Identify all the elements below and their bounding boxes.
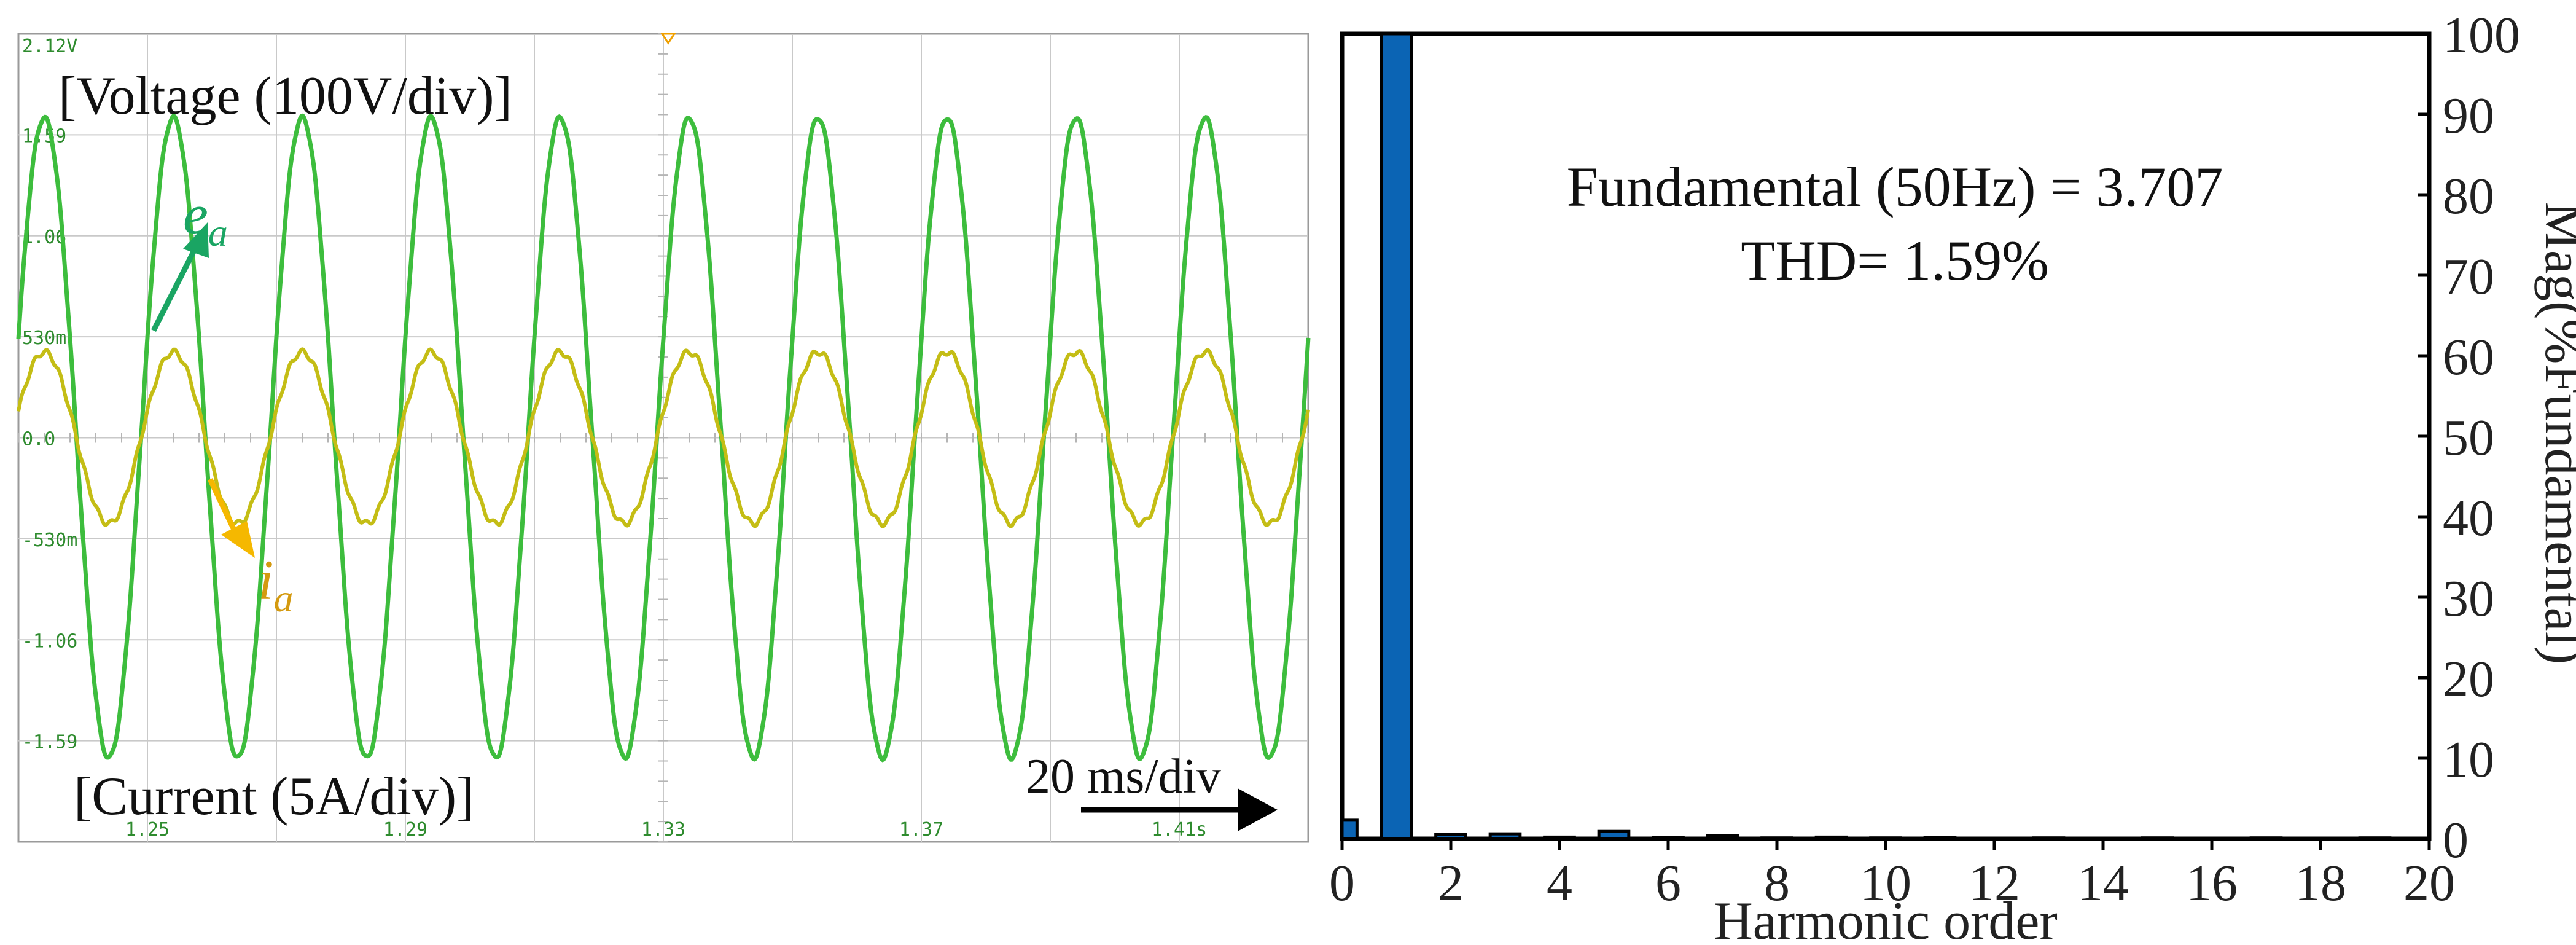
scope-tick-labels: 2.12V 1.59 1.06 530m 0.0 -530m -1.06 -1.59 1.25 1…	[22, 36, 1207, 841]
spectrum-x-tick-label: 10	[1860, 855, 1911, 912]
scope-y-tick-label: 2.12V	[22, 36, 77, 57]
scope-y-tick-label: 530m	[22, 327, 66, 349]
current-scale-label: [Current (5A/div)]	[74, 767, 474, 826]
harmonic-bar-5	[1597, 829, 1631, 841]
spectrum-frame	[1340, 31, 2432, 841]
spectrum-y-tick-label: 0	[2443, 812, 2469, 869]
y-axis-title: Mag(%Fundamental)	[2534, 202, 2576, 665]
trigger-marker-icon	[660, 33, 676, 45]
thd-annotation: THD= 1.59%	[1741, 229, 2049, 292]
harmonic-bar-9	[1814, 835, 1848, 841]
ia-label-subscript: a	[274, 576, 294, 620]
timebase-label: 20 ms/div	[1026, 750, 1221, 804]
harmonic-bar-4	[1543, 835, 1576, 841]
ia-label: ia	[258, 549, 294, 620]
scope-x-tick-label: 1.25	[125, 819, 170, 841]
spectrum-x-ticks: 0 2 4 6 8 10 12 14 16 18 20	[1329, 839, 2455, 912]
harmonic-bar-10	[1869, 836, 1902, 841]
scope-y-tick-label: -530m	[22, 530, 77, 551]
spectrum-x-tick-label: 0	[1329, 855, 1355, 912]
spectrum-x-tick-label: 2	[1438, 855, 1464, 912]
scope-x-tick-label: 1.37	[899, 819, 943, 841]
spectrum-x-tick-label: 16	[2186, 855, 2238, 912]
harmonic-bar-2	[1434, 833, 1467, 841]
spectrum-y-tick-label: 50	[2443, 409, 2494, 466]
fundamental-annotation: Fundamental (50Hz) = 3.707	[1567, 155, 2223, 218]
timebase-arrow-head-icon	[1238, 788, 1278, 831]
scope-y-tick-label: 1.59	[22, 125, 66, 147]
ea-label-subscript: a	[208, 211, 228, 254]
spectrum-y-tick-label: 20	[2443, 651, 2494, 708]
spectrum-y-tick-label: 90	[2443, 87, 2494, 144]
oscilloscope-panel: 2.12V 1.59 1.06 530m 0.0 -530m -1.06 -1.59 1.25 1…	[16, 33, 1311, 843]
ia-label-main: i	[258, 549, 274, 611]
scope-y-tick-label: 1.06	[22, 227, 66, 248]
harmonic-bar-11	[1923, 836, 1957, 841]
voltage-trace-e-a	[16, 113, 1311, 763]
spectrum-y-tick-label: 100	[2443, 7, 2520, 64]
ea-arrow-line	[150, 244, 200, 332]
harmonic-bar-17	[2249, 836, 2283, 841]
spectrum-x-tick-label: 20	[2403, 855, 2455, 912]
voltage-scale-label: [Voltage (100V/div)]	[58, 66, 512, 126]
harmonic-bar-19	[2358, 836, 2392, 841]
ia-annotation: ia	[207, 478, 294, 620]
harmonic-bar-13	[2032, 836, 2066, 841]
spectrum-y-tick-label: 30	[2443, 570, 2494, 627]
spectrum-x-tick-label: 4	[1547, 855, 1572, 912]
scope-y-tick-label: -1.59	[22, 732, 77, 753]
spectrum-x-tick-label: 14	[2077, 855, 2129, 912]
scope-y-tick-label: 0.0	[22, 429, 55, 450]
ia-arrow-line	[207, 478, 236, 530]
spectrum-y-tick-label: 40	[2443, 490, 2494, 547]
ea-annotation: ea	[150, 183, 228, 332]
harmonic-spectrum-panel: 0 2 4 6 8 10 12 14 16 18 20 0 10 20 30 40 50 60 70 80 90 100…	[1329, 7, 2576, 945]
spectrum-y-tick-label: 10	[2443, 731, 2494, 788]
harmonic-bar-15	[2141, 836, 2174, 841]
harmonic-bar-0	[1340, 818, 1359, 841]
scope-y-tick-label: -1.06	[22, 630, 77, 652]
spectrum-y-tick-label: 70	[2443, 248, 2494, 305]
ia-arrow-head-icon	[221, 521, 255, 558]
harmonic-bar-7	[1706, 834, 1739, 841]
spectrum-x-tick-label: 6	[1655, 855, 1681, 912]
scope-x-tick-label: 1.33	[641, 819, 685, 841]
harmonic-bar-3	[1488, 832, 1522, 841]
ea-arrow-head-icon	[183, 222, 209, 258]
spectrum-y-tick-label: 60	[2443, 329, 2494, 386]
harmonic-bar-1	[1380, 32, 1413, 841]
scope-x-tick-label: 1.29	[383, 819, 427, 841]
harmonic-bars	[1340, 32, 2392, 841]
harmonic-bar-6	[1652, 836, 1685, 841]
spectrum-x-tick-label: 8	[1764, 855, 1790, 912]
spectrum-x-tick-label: 18	[2295, 855, 2346, 912]
ea-label: ea	[183, 183, 228, 254]
spectrum-y-tick-label: 80	[2443, 168, 2494, 225]
x-axis-title: Harmonic order	[1714, 892, 2058, 945]
spectrum-x-tick-label: 12	[1969, 855, 2020, 912]
spectrum-y-ticks: 0 10 20 30 40 50 60 70 80 90 100	[2418, 7, 2520, 869]
scope-x-tick-label: 1.41s	[1152, 819, 1207, 841]
harmonic-bar-8	[1760, 836, 1793, 841]
